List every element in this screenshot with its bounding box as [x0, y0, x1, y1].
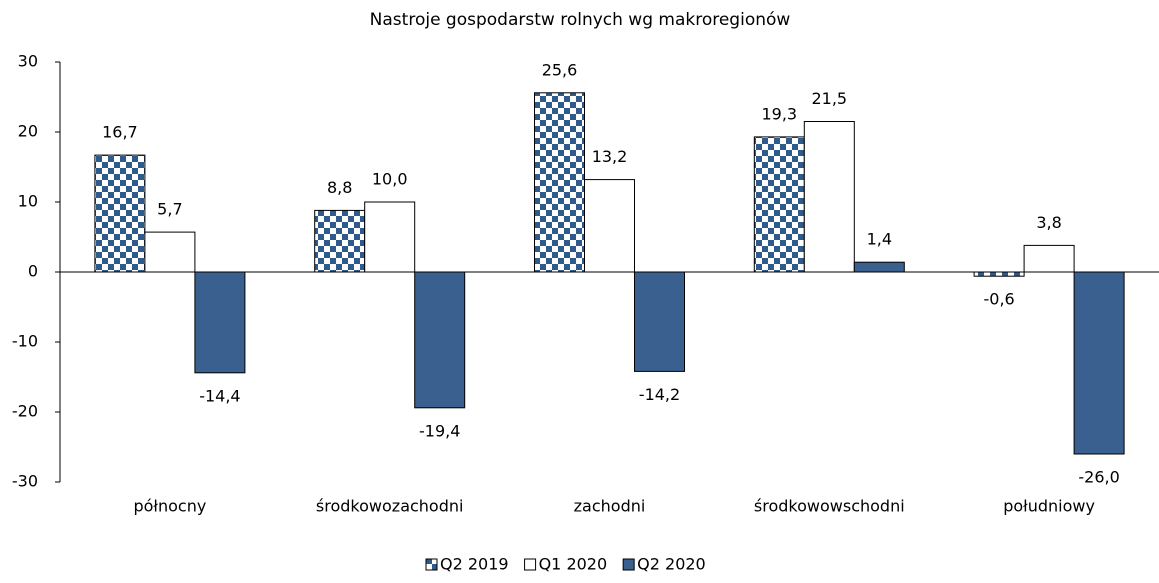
bar: [634, 271, 685, 372]
value-label: 3,8: [1036, 213, 1061, 232]
value-label: -14,2: [639, 385, 680, 404]
value-label: 8,8: [327, 178, 352, 197]
y-tick-label: 20: [18, 122, 38, 141]
y-tick-label: -10: [12, 332, 38, 351]
bar: [534, 92, 585, 273]
x-tick-label: środkowowschodni: [754, 497, 905, 516]
x-tick-label: zachodni: [574, 497, 646, 516]
bar: [584, 179, 635, 273]
x-tick-label: północny: [133, 497, 206, 516]
legend-swatch: [622, 558, 635, 571]
value-label: -26,0: [1078, 468, 1119, 487]
legend-label: Q2 2020: [637, 555, 706, 574]
x-tick-label: środkowozachodni: [316, 497, 464, 516]
bar: [144, 231, 196, 273]
y-tick-label: 0: [28, 262, 38, 281]
y-tick-label: -20: [12, 402, 38, 421]
bar: [753, 136, 805, 273]
value-label: 19,3: [761, 104, 797, 123]
y-tick-label: 10: [18, 192, 38, 211]
bar: [1073, 271, 1125, 455]
legend-label: Q2 2019: [440, 555, 509, 574]
value-label: 5,7: [157, 200, 182, 219]
value-label: 1,4: [867, 230, 892, 249]
value-label: 21,5: [811, 89, 847, 108]
value-label: 13,2: [592, 147, 628, 166]
value-label: -14,4: [199, 386, 240, 405]
bar: [803, 121, 855, 273]
legend-swatch: [524, 558, 537, 571]
bar: [194, 271, 246, 374]
bar: [973, 271, 1025, 277]
value-label: -0,6: [983, 290, 1014, 309]
value-label: 16,7: [102, 123, 138, 142]
bar: [94, 154, 146, 273]
x-tick-label: południowy: [1003, 497, 1095, 516]
legend-swatch: [425, 558, 438, 571]
bar: [314, 209, 366, 273]
chart-title: Nastroje gospodarstw rolnych wg makroreg…: [370, 10, 791, 30]
bar: [853, 261, 905, 273]
bar: [414, 271, 466, 409]
bar: [1023, 244, 1075, 273]
legend-label: Q1 2020: [539, 555, 608, 574]
bar: [364, 201, 416, 273]
y-tick-label: -30: [12, 472, 38, 491]
y-tick-label: 30: [18, 52, 38, 71]
value-label: 25,6: [542, 60, 578, 79]
value-label: 10,0: [372, 170, 408, 189]
value-label: -19,4: [419, 421, 460, 440]
